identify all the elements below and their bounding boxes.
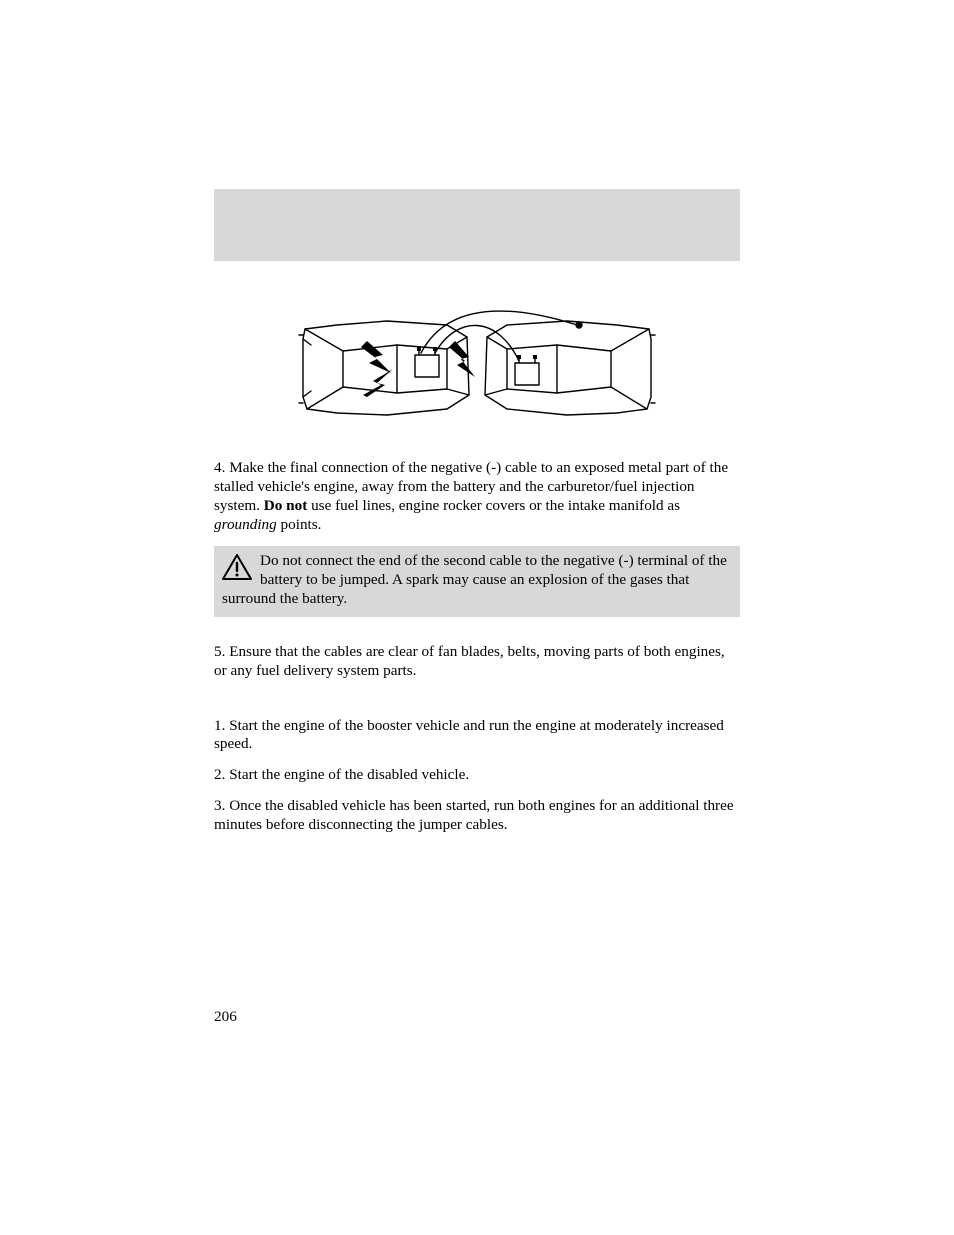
step-4-part-b: use fuel lines, engine rocker covers or … — [307, 497, 680, 514]
warning-text: Do not connect the end of the second cab… — [222, 552, 732, 609]
jumper-cable-diagram — [297, 285, 657, 445]
header-band — [214, 189, 740, 261]
page-number: 206 — [214, 1008, 237, 1026]
start-step-3: 3. Once the disabled vehicle has been st… — [214, 797, 740, 835]
start-step-2: 2. Start the engine of the disabled vehi… — [214, 766, 740, 785]
start-step-1: 1. Start the engine of the booster vehic… — [214, 717, 740, 755]
warning-callout: Do not connect the end of the second cab… — [214, 546, 740, 617]
step-4-bold: Do not — [264, 497, 307, 514]
step-5-text: 5. Ensure that the cables are clear of f… — [214, 643, 740, 681]
warning-triangle-icon — [222, 554, 252, 580]
step-4-part-c: points. — [277, 516, 322, 533]
step-4-italic: grounding — [214, 516, 277, 533]
section-gap — [214, 693, 740, 717]
step-4-text: 4. Make the final connection of the nega… — [214, 459, 740, 534]
page-content: 4. Make the final connection of the nega… — [214, 189, 740, 847]
